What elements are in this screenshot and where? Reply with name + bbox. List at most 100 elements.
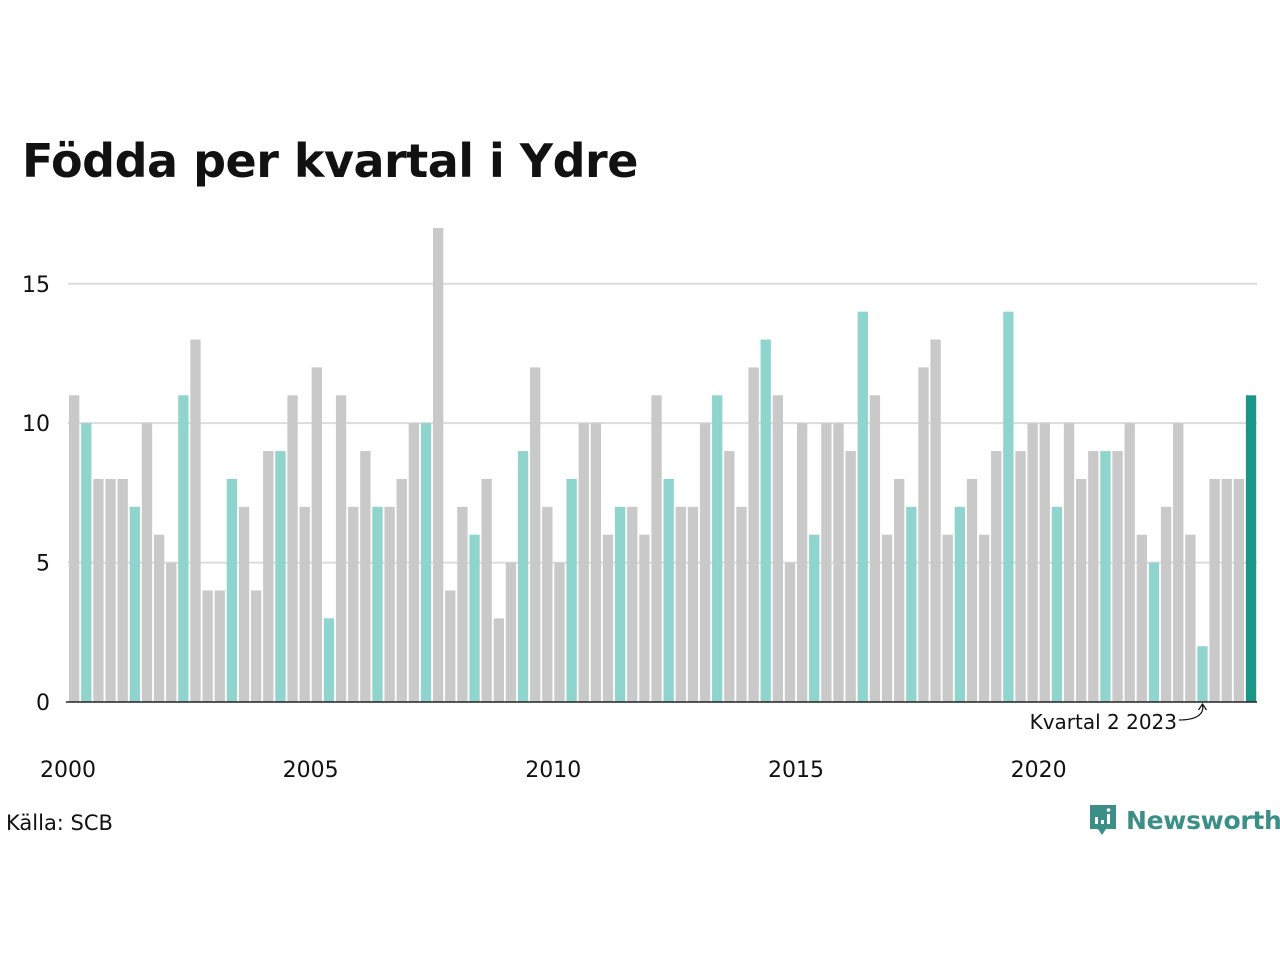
x-tick-label: 2010	[525, 758, 581, 783]
bar	[299, 506, 310, 702]
bar	[1039, 423, 1050, 702]
x-tick-label: 2020	[1011, 758, 1067, 783]
bar	[1221, 478, 1232, 702]
bar	[1173, 423, 1184, 702]
bar	[602, 534, 614, 702]
bar	[1027, 423, 1038, 702]
bar	[1063, 423, 1075, 702]
x-tick-label: 2005	[283, 758, 339, 783]
bar	[1245, 395, 1257, 702]
bar	[323, 618, 335, 702]
y-axis: 0 5 10 15	[22, 273, 50, 716]
bar	[202, 590, 213, 702]
newsworthy-logo[interactable]: Newsworthy	[1088, 803, 1280, 837]
y-tick-label: 15	[22, 273, 50, 298]
bar	[821, 423, 832, 702]
bar	[881, 534, 893, 702]
bars	[69, 228, 1257, 702]
bar	[69, 395, 80, 702]
bar	[978, 534, 990, 702]
bar	[214, 590, 225, 702]
bar	[141, 423, 153, 702]
bar	[772, 395, 784, 702]
bar	[954, 506, 966, 702]
bar	[566, 478, 577, 702]
bar	[153, 534, 165, 702]
bar	[1051, 506, 1063, 702]
bar	[530, 367, 541, 702]
bar	[517, 451, 529, 702]
annotation-label: Kvartal 2 2023	[1030, 710, 1177, 734]
bar	[1148, 562, 1160, 702]
bar	[1015, 451, 1026, 702]
bar	[275, 451, 286, 702]
bar	[93, 478, 104, 702]
bar	[845, 451, 856, 702]
bar	[287, 395, 298, 702]
y-tick-label: 5	[36, 552, 50, 577]
bar	[105, 478, 116, 702]
bar	[712, 395, 723, 702]
bar	[469, 534, 480, 702]
bar	[687, 506, 699, 702]
bar	[614, 506, 626, 702]
bar	[1003, 311, 1014, 702]
y-tick-label: 0	[36, 691, 50, 716]
bar	[166, 562, 177, 702]
bar	[335, 395, 347, 702]
bar	[748, 367, 759, 702]
bar	[966, 478, 978, 702]
bar	[457, 506, 468, 702]
bar	[1112, 451, 1123, 702]
bar	[699, 423, 711, 702]
bar	[833, 423, 844, 702]
bar	[942, 534, 953, 702]
bar	[348, 506, 359, 702]
bar	[627, 506, 638, 702]
bar	[857, 311, 868, 702]
bar	[675, 506, 686, 702]
bar	[796, 423, 808, 702]
bar	[1076, 478, 1087, 702]
bar	[1160, 506, 1172, 702]
bar	[1100, 451, 1111, 702]
bar	[445, 590, 456, 702]
bar	[1185, 534, 1196, 702]
bar	[493, 618, 504, 702]
newsworthy-logo-icon	[1090, 805, 1116, 835]
bar	[554, 562, 565, 702]
bar	[724, 451, 735, 702]
bar	[651, 395, 662, 702]
annotation-arrow	[1178, 702, 1207, 721]
bar	[117, 478, 128, 702]
x-tick-label: 2000	[40, 758, 96, 783]
source-label: Källa: SCB	[6, 811, 113, 835]
bar	[1197, 646, 1208, 702]
bar	[311, 367, 322, 702]
bar	[505, 562, 517, 702]
bar	[542, 506, 553, 702]
logo-text: Newsworthy	[1126, 805, 1280, 835]
bar	[238, 506, 250, 702]
bar	[384, 506, 395, 702]
y-tick-label: 10	[22, 412, 50, 437]
bar	[639, 534, 650, 702]
bar	[869, 395, 881, 702]
bar	[809, 534, 820, 702]
bar	[360, 451, 371, 702]
bar	[178, 395, 189, 702]
x-axis: 2000 2005 2010 2015 2020	[40, 701, 1257, 783]
bar	[1233, 478, 1245, 702]
bar	[432, 228, 444, 702]
bar	[894, 478, 905, 702]
bar	[663, 478, 674, 702]
bar	[1136, 534, 1147, 702]
bar	[190, 339, 201, 702]
bar	[930, 339, 941, 702]
bar	[81, 423, 92, 702]
bar	[420, 423, 432, 702]
bar	[1124, 423, 1135, 702]
bar	[906, 506, 917, 702]
bar	[250, 590, 262, 702]
bar	[1209, 478, 1220, 702]
